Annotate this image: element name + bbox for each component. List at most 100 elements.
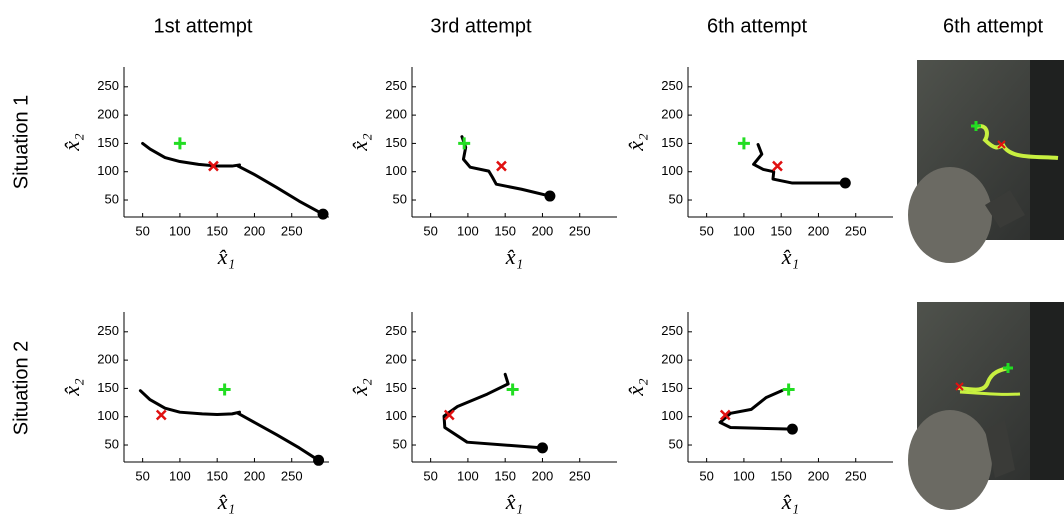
x-tick-label: 50: [135, 223, 149, 238]
x-tick-label: 50: [423, 223, 437, 238]
x-tick-label: 150: [494, 468, 516, 483]
y-tick-label: 150: [97, 380, 119, 395]
x-tick-label: 250: [845, 468, 867, 483]
start-point: [839, 177, 851, 189]
y-tick-label: 150: [97, 135, 119, 150]
y-tick-label: 250: [385, 323, 407, 338]
start-point: [544, 190, 556, 202]
y-tick-label: 50: [393, 191, 407, 206]
x-axis-label: x̂₁: [781, 489, 799, 514]
target-marker: [782, 383, 795, 396]
x-tick-label: 150: [494, 223, 516, 238]
via-marker: [772, 160, 783, 172]
column-title: 6th attempt: [707, 15, 808, 37]
y-tick-label: 250: [661, 323, 683, 338]
y-tick-label: 150: [661, 380, 683, 395]
x-axis-label: x̂₁: [217, 244, 235, 269]
y-tick-label: 50: [669, 436, 683, 451]
y-axis-label: x̂₂: [347, 378, 372, 397]
chart: 50 100 150 200 250 50 100 150 200 250 x̂₁ x̂₂: [59, 312, 329, 514]
x-tick-label: 250: [281, 223, 303, 238]
column-title: 6th attempt: [943, 15, 1044, 37]
x-tick-label: 200: [244, 223, 266, 238]
y-tick-label: 50: [669, 191, 683, 206]
via-marker: [443, 409, 455, 421]
y-tick-label: 50: [105, 191, 119, 206]
chart: 50 100 150 200 250 50 100 150 200 250 x̂₁ x̂₂: [347, 312, 617, 514]
x-axis-label: x̂₁: [217, 489, 235, 514]
x-tick-label: 150: [770, 223, 792, 238]
x-tick-label: 100: [169, 223, 191, 238]
x-tick-label: 150: [206, 468, 228, 483]
start-point: [536, 442, 548, 454]
trajectory: [138, 389, 321, 462]
start-point: [317, 208, 329, 220]
start-point: [786, 423, 798, 435]
chart: 50 100 150 200 250 50 100 150 200 250 x̂₁ x̂₂: [347, 67, 617, 269]
y-tick-label: 200: [97, 352, 119, 367]
x-tick-label: 200: [808, 223, 830, 238]
x-axis-label: x̂₁: [505, 489, 523, 514]
chart: 50 100 150 200 250 50 100 150 200 250 x̂₁ x̂₂: [59, 67, 329, 269]
y-tick-label: 150: [661, 135, 683, 150]
x-tick-label: 200: [244, 468, 266, 483]
x-tick-label: 50: [699, 223, 713, 238]
y-axis-label: x̂₂: [347, 133, 372, 152]
y-axis-label: x̂₂: [59, 133, 84, 152]
x-tick-label: 250: [281, 468, 303, 483]
y-tick-label: 100: [661, 163, 683, 178]
y-tick-label: 100: [385, 408, 407, 423]
photo: [908, 302, 1064, 510]
y-axis-label: x̂₂: [59, 378, 84, 397]
x-axis-label: x̂₁: [781, 244, 799, 269]
y-tick-label: 250: [97, 323, 119, 338]
trajectory: [460, 135, 552, 198]
target-marker: [173, 137, 186, 150]
y-tick-label: 250: [385, 78, 407, 93]
y-tick-label: 100: [385, 163, 407, 178]
x-tick-label: 50: [423, 468, 437, 483]
trajectory: [752, 143, 847, 185]
x-tick-label: 50: [135, 468, 149, 483]
x-axis-label: x̂₁: [505, 244, 523, 269]
y-tick-label: 200: [661, 107, 683, 122]
x-tick-label: 200: [532, 468, 554, 483]
x-tick-label: 250: [569, 223, 591, 238]
y-tick-label: 200: [385, 352, 407, 367]
y-tick-label: 200: [385, 107, 407, 122]
x-tick-label: 100: [733, 468, 755, 483]
x-tick-label: 50: [699, 468, 713, 483]
x-tick-label: 250: [569, 468, 591, 483]
x-tick-label: 200: [808, 468, 830, 483]
row-label: Situation 2: [10, 341, 32, 436]
via-marker: [496, 160, 507, 172]
y-tick-label: 150: [385, 135, 407, 150]
y-tick-label: 200: [661, 352, 683, 367]
y-tick-label: 50: [105, 436, 119, 451]
y-tick-label: 250: [661, 78, 683, 93]
column-title: 1st attempt: [154, 15, 253, 37]
x-tick-label: 100: [169, 468, 191, 483]
via-marker: [719, 409, 731, 421]
chart: 50 100 150 200 250 50 100 150 200 250 x̂₁ x̂₂: [623, 67, 893, 269]
y-tick-label: 50: [393, 436, 407, 451]
x-tick-label: 200: [532, 223, 554, 238]
x-tick-label: 150: [770, 468, 792, 483]
x-tick-label: 250: [845, 223, 867, 238]
trajectory: [718, 389, 794, 431]
target-marker: [506, 383, 519, 396]
trajectory: [442, 372, 544, 450]
target-marker: [218, 383, 231, 396]
column-title: 3rd attempt: [430, 15, 532, 37]
chart: 50 100 150 200 250 50 100 150 200 250 x̂₁ x̂₂: [623, 312, 893, 514]
y-tick-label: 100: [97, 163, 119, 178]
start-point: [313, 454, 325, 466]
via-marker: [208, 160, 219, 172]
y-axis-label: x̂₂: [623, 378, 648, 397]
target-marker: [737, 137, 750, 150]
via-marker: [155, 409, 167, 421]
y-tick-label: 200: [97, 107, 119, 122]
target-marker: [458, 137, 471, 150]
row-label: Situation 1: [10, 95, 32, 190]
